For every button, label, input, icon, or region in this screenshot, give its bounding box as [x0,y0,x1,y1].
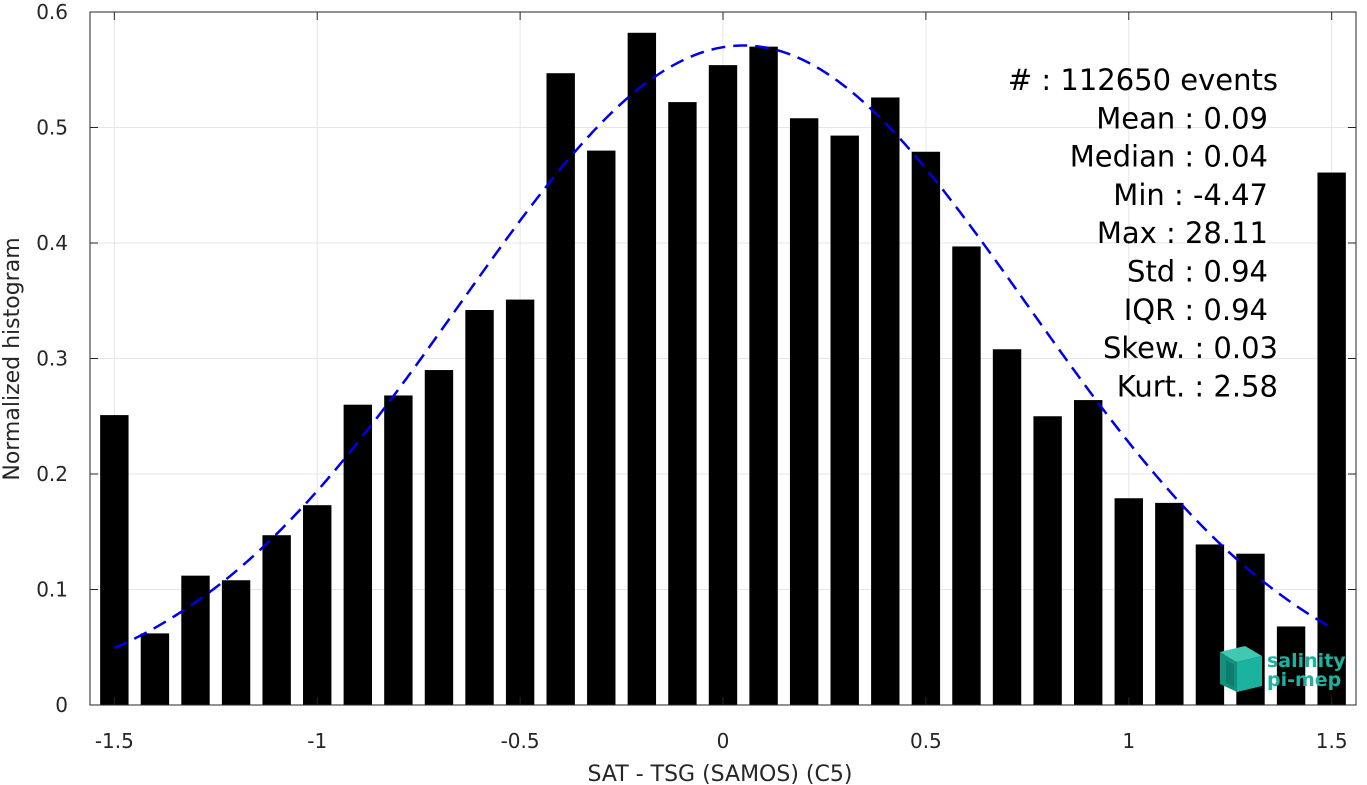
stat-line: Std : 0.94 [1127,255,1268,289]
histogram-bar [587,150,616,706]
x-axis-ticks: -1.5 -1 -0.5 0 0.5 1 1.5 [95,12,1348,753]
histogram-bar [140,633,170,705]
statistics-box: # : 112650 events Mean : 0.09 Median : 0.0… [1008,63,1278,403]
y-axis-ticks: 0 0.1 0.2 0.3 0.4 0.5 0.6 [36,0,1356,717]
histogram-bar [830,135,859,705]
stat-line: Median : 0.04 [1070,140,1268,174]
x-tick-label: -0.5 [501,729,540,753]
histogram-bar [343,404,373,705]
stat-line: Max : 28.11 [1097,216,1268,250]
histogram-bar [952,246,981,705]
histogram-bar [871,97,900,706]
histogram-bar [911,151,941,705]
x-tick-label: 0 [717,729,730,753]
histogram-bar [100,415,129,705]
y-tick-label: 0.1 [36,578,68,602]
histogram-bar [749,46,778,705]
y-tick-label: 0.2 [36,462,68,486]
histogram-bar [708,65,738,705]
y-tick-label: 0.4 [36,231,68,255]
histogram-bar [1195,544,1225,705]
histogram-bar [1155,502,1184,705]
histogram-bar [424,370,454,705]
stat-line: IQR : 0.94 [1124,293,1268,327]
x-tick-label: 1.5 [1316,729,1348,753]
histogram-bar [303,505,332,705]
histogram-bar [789,118,819,705]
histogram-bar [1276,626,1306,705]
y-tick-label: 0.3 [36,347,68,371]
histogram-bar [1114,498,1143,705]
histogram-bar [1033,416,1062,705]
histogram-bar [992,349,1022,705]
stat-line: # : 112650 events [1008,63,1278,97]
stat-line: Kurt. : 2.58 [1117,369,1278,403]
x-tick-label: 1 [1122,729,1135,753]
histogram-bar [1073,400,1103,705]
stat-line: Mean : 0.09 [1096,101,1268,135]
logo-text-salinity: salinity [1267,650,1346,672]
histogram-bar [262,535,291,705]
stat-line: Min : -4.47 [1113,178,1268,212]
histogram-bar [668,102,697,706]
x-tick-label: -1 [307,729,327,753]
x-tick-label: 0.5 [910,729,942,753]
x-tick-label: -1.5 [95,729,134,753]
histogram-bar [627,32,657,706]
histogram-bar [384,395,413,705]
salinity-pi-mep-logo: salinity pi-mep [1220,646,1346,692]
logo-text-pi-mep: pi-mep [1267,669,1341,691]
histogram-bars [100,32,1346,706]
histogram-bar [221,580,251,705]
histogram-bar [181,575,210,705]
histogram-bar [1317,172,1346,706]
y-tick-label: 0.6 [36,0,68,24]
stat-line: Skew. : 0.03 [1103,331,1278,365]
gaussian-fit-curve [113,44,1333,650]
histogram-bar [465,309,494,705]
y-tick-label: 0.5 [36,116,68,140]
y-axis-title: Normalized histogram [0,237,25,480]
x-axis-title: SAT - TSG (SAMOS) (C5) [588,762,853,785]
histogram-bar [505,299,535,705]
cube-logo-icon [1220,646,1262,692]
y-tick-label: 0 [55,693,68,717]
